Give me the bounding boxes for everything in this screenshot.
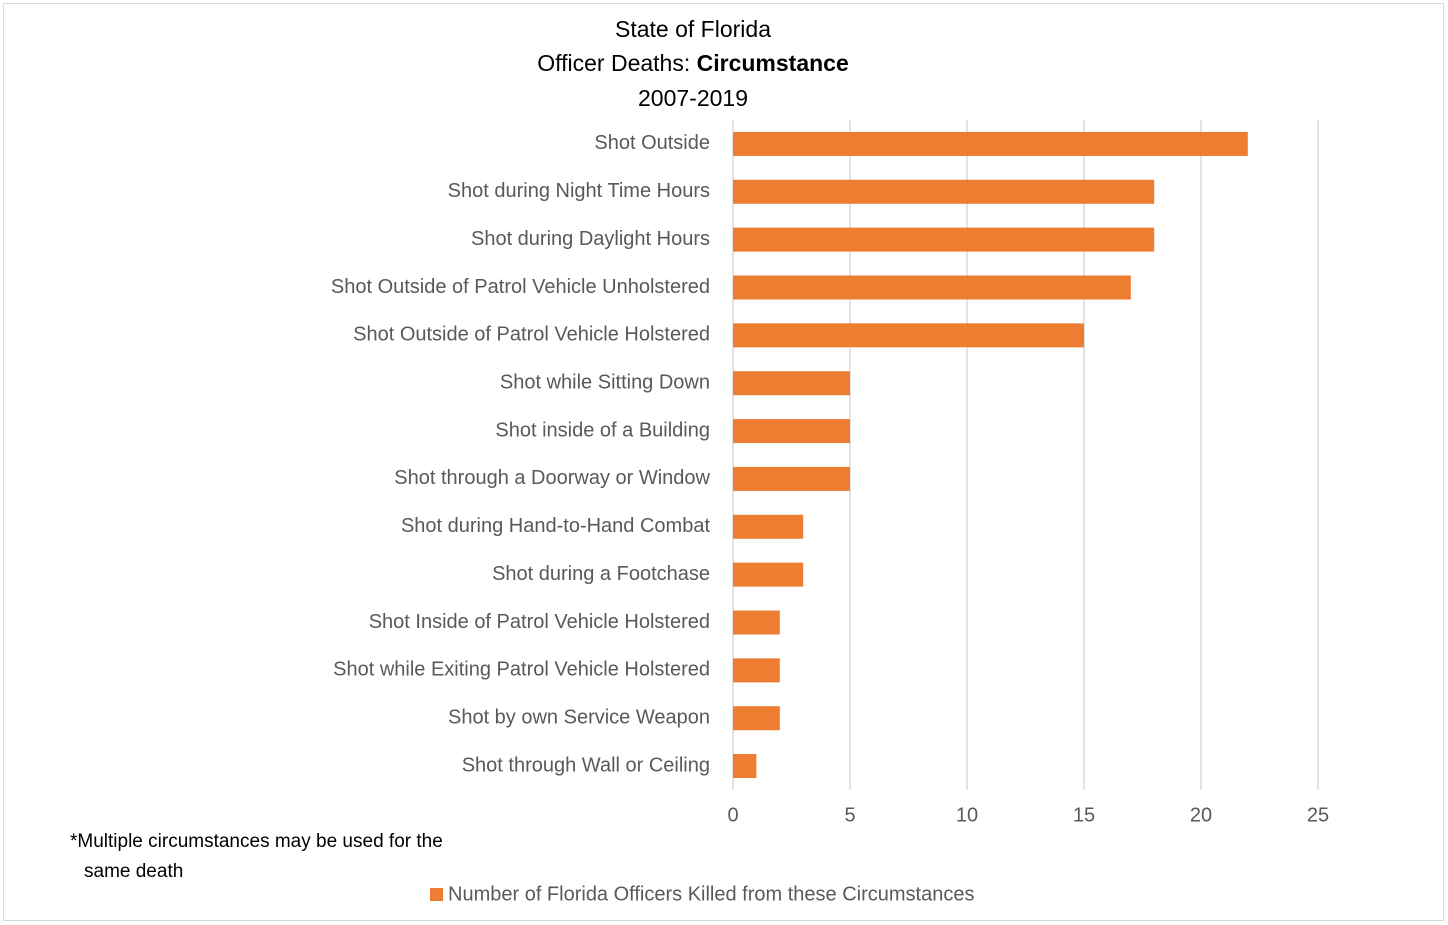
bar (733, 371, 850, 396)
bar (733, 323, 1084, 348)
legend-swatch (430, 888, 443, 901)
bar (733, 514, 804, 539)
bar (733, 419, 850, 444)
y-tick-label: Shot through a Doorway or Window (394, 467, 710, 489)
legend-label: Number of Florida Officers Killed from t… (448, 883, 974, 905)
y-tick-label: Shot Outside of Patrol Vehicle Unholster… (331, 276, 710, 298)
bar (733, 706, 780, 731)
chart-title-line3: 2007-2019 (638, 85, 748, 111)
x-tick-label: 5 (844, 804, 855, 826)
bar (733, 275, 1131, 300)
y-tick-label: Shot during Hand-to-Hand Combat (401, 515, 711, 537)
bar (733, 179, 1155, 204)
x-tick-label: 10 (956, 804, 978, 826)
title-bold: Circumstance (697, 50, 849, 76)
bar (733, 466, 850, 491)
bar (733, 658, 780, 683)
title-prefix: Officer Deaths: (537, 50, 690, 76)
bar (733, 610, 780, 635)
bar (733, 754, 757, 779)
x-tick-label: 15 (1073, 804, 1095, 826)
footnote: same death (84, 861, 183, 882)
bar (733, 131, 1248, 156)
y-tick-label: Shot during Daylight Hours (471, 228, 710, 250)
chart-border (3, 3, 1444, 921)
y-tick-label: Shot Inside of Patrol Vehicle Holstered (369, 611, 710, 633)
y-tick-label: Shot inside of a Building (495, 419, 710, 441)
bar (733, 227, 1155, 252)
y-tick-label: Shot during Night Time Hours (448, 180, 710, 202)
y-tick-label: Shot while Sitting Down (500, 371, 710, 393)
x-tick-label: 25 (1307, 804, 1329, 826)
footnote: *Multiple circumstances may be used for … (70, 831, 443, 852)
chart-title-line2: Officer Deaths: Circumstance (537, 50, 849, 76)
y-tick-label: Shot Outside of Patrol Vehicle Holstered (353, 324, 710, 346)
x-tick-label: 20 (1190, 804, 1212, 826)
x-tick-label: 0 (727, 804, 738, 826)
chart-title-line1: State of Florida (615, 16, 771, 42)
y-tick-label: Shot by own Service Weapon (448, 706, 710, 728)
bar (733, 562, 804, 587)
y-tick-label: Shot while Exiting Patrol Vehicle Holste… (333, 659, 710, 681)
y-tick-label: Shot through Wall or Ceiling (462, 754, 710, 776)
y-tick-label: Shot Outside (594, 132, 710, 154)
y-tick-label: Shot during a Footchase (492, 563, 710, 585)
